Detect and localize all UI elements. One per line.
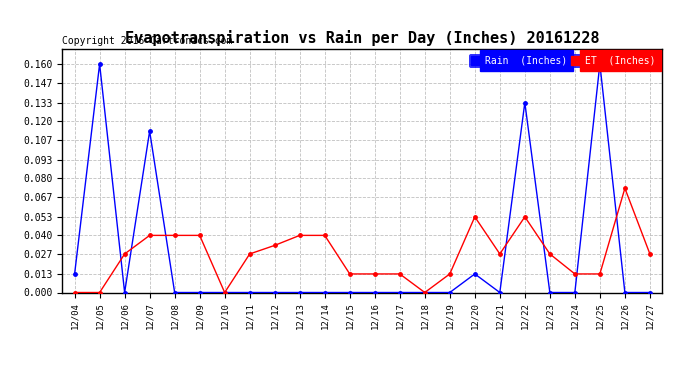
Title: Evapotranspiration vs Rain per Day (Inches) 20161228: Evapotranspiration vs Rain per Day (Inch…: [125, 30, 600, 46]
Text: Copyright 2016 Cartronics.com: Copyright 2016 Cartronics.com: [62, 36, 233, 46]
Legend: Rain  (Inches), ET  (Inches): Rain (Inches), ET (Inches): [469, 54, 658, 68]
